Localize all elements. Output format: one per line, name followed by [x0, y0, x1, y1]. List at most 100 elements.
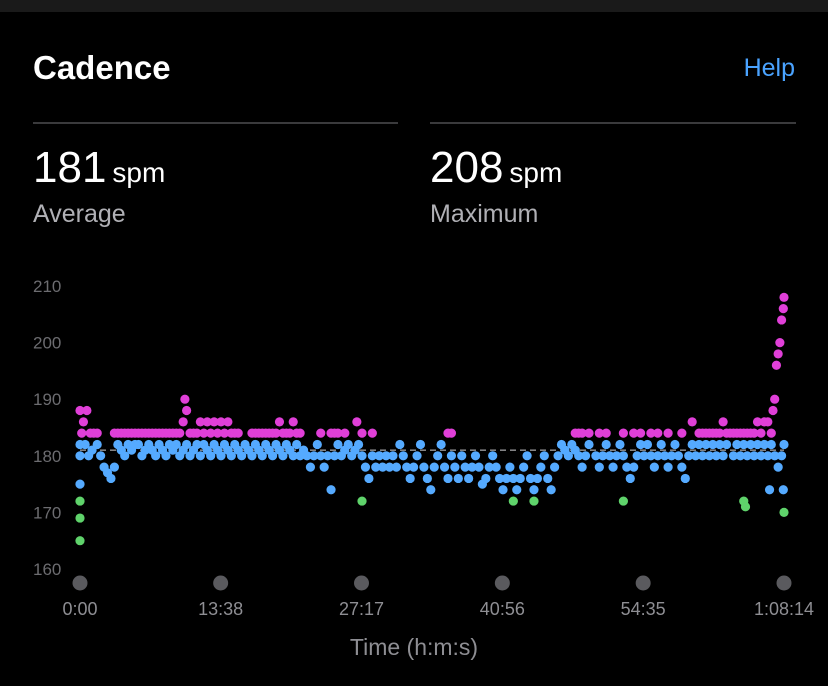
data-point-normal [742, 451, 752, 461]
data-point-fast [274, 417, 285, 427]
data-point-normal [701, 439, 711, 450]
data-point-fast [219, 428, 230, 438]
stat-average-value: 181 [33, 143, 107, 192]
data-point-normal [498, 485, 508, 495]
data-point-normal [778, 485, 788, 495]
data-point-fast [773, 349, 783, 359]
data-point-fast [771, 360, 782, 370]
data-point-normal [305, 462, 316, 472]
data-point-fast [577, 428, 587, 438]
data-point-normal [563, 451, 573, 461]
data-point-normal [605, 451, 615, 461]
data-point-slow [75, 536, 85, 546]
data-point-normal [598, 451, 608, 461]
data-point-fast [629, 428, 639, 438]
data-point-normal [660, 451, 670, 461]
data-point-fast [766, 428, 776, 438]
data-point-normal [632, 451, 642, 461]
data-point-normal [505, 462, 515, 472]
y-tick-label: 180 [33, 447, 61, 466]
data-point-normal [278, 451, 288, 461]
data-point-normal [584, 439, 594, 450]
top-bar [0, 0, 828, 12]
data-point-normal [247, 451, 257, 461]
data-point-normal [395, 439, 405, 450]
data-point-normal [773, 462, 783, 472]
data-point-normal [75, 451, 85, 461]
data-point-normal [766, 439, 776, 450]
data-point-normal [529, 485, 539, 495]
data-point-normal [611, 451, 622, 461]
data-point-fast [775, 338, 785, 348]
x-tick-dot [776, 575, 792, 591]
data-point-fast [776, 315, 787, 325]
data-point-normal [319, 462, 329, 472]
data-point-fast [202, 417, 212, 427]
data-point-normal [759, 439, 769, 450]
data-point-normal [481, 473, 491, 484]
data-point-fast [715, 428, 725, 438]
data-point-normal [426, 485, 436, 495]
data-point-fast [594, 428, 604, 438]
data-point-normal [649, 462, 659, 472]
data-point-normal [412, 451, 422, 461]
help-link[interactable]: Help [743, 54, 795, 82]
data-point-normal [488, 451, 498, 461]
x-tick-dot [72, 575, 88, 591]
data-point-normal [309, 451, 319, 461]
data-point-normal [419, 462, 429, 472]
data-point-normal [302, 451, 312, 461]
data-point-fast [333, 428, 343, 438]
data-point-normal [532, 473, 543, 484]
data-point-normal [553, 451, 563, 461]
data-point-normal [323, 451, 333, 461]
data-point-normal [484, 462, 494, 472]
data-point-normal [467, 462, 477, 472]
data-point-fast [687, 417, 697, 427]
data-point-normal [237, 451, 247, 461]
data-point-fast [75, 405, 85, 416]
x-tick-dot [494, 575, 510, 591]
data-point-fast [192, 428, 202, 438]
data-point-normal [653, 451, 663, 461]
data-point-fast [718, 417, 728, 427]
data-point-normal [666, 451, 677, 461]
data-point-normal [691, 451, 701, 461]
data-point-normal [512, 485, 522, 495]
y-tick-label: 160 [33, 560, 61, 579]
data-point-normal [288, 451, 298, 461]
data-point-fast [779, 292, 789, 302]
data-point-normal [673, 451, 684, 461]
data-point-fast [752, 417, 763, 427]
y-tick-label: 190 [33, 390, 61, 409]
stat-average-unit: spm [112, 157, 166, 188]
data-point-fast [770, 394, 780, 404]
data-point-normal [192, 439, 202, 450]
y-tick-label: 210 [33, 277, 61, 296]
data-point-fast [778, 304, 788, 314]
data-point-normal [749, 451, 759, 461]
data-point-normal [329, 451, 340, 461]
data-point-normal [508, 473, 518, 484]
data-point-normal [415, 439, 426, 450]
data-point-fast [175, 428, 185, 438]
data-point-normal [357, 451, 367, 461]
data-point-normal [580, 451, 591, 461]
data-point-normal [388, 451, 398, 461]
data-point-normal [381, 451, 391, 461]
data-point-normal [353, 439, 364, 450]
data-point-normal [206, 451, 216, 461]
x-tick-dot [635, 575, 651, 591]
data-point-normal [171, 439, 181, 450]
data-point-normal [474, 462, 484, 472]
data-point-normal [591, 451, 601, 461]
data-point-normal [429, 462, 439, 472]
data-point-normal [109, 462, 119, 472]
data-point-normal [453, 473, 463, 484]
data-point-normal [92, 439, 102, 450]
data-point-normal [694, 439, 704, 450]
data-point-fast [763, 417, 773, 427]
data-point-normal [436, 439, 446, 450]
data-point-normal [398, 451, 408, 461]
y-tick-label: 170 [33, 503, 61, 522]
